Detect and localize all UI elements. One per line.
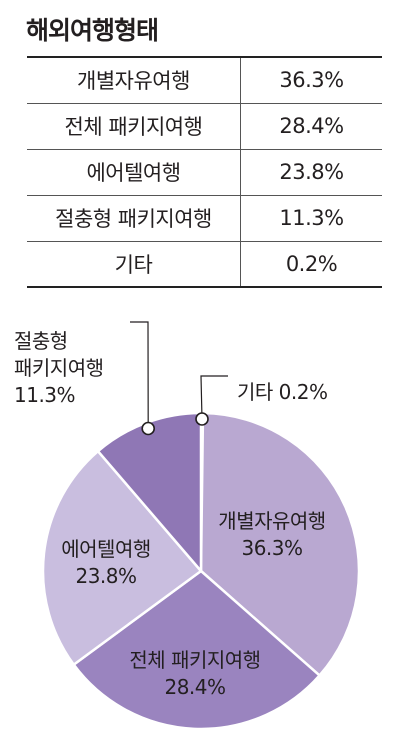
compromise-package-leader-line: [130, 321, 149, 429]
table-row: 기타 0.2%: [27, 240, 382, 288]
table-cell-value: 0.2%: [240, 240, 382, 288]
table-cell-value: 28.4%: [240, 102, 382, 149]
pie-slice: [199, 411, 361, 677]
compromise-package-leader-dot: [141, 421, 155, 436]
table-cell-category: 절충형 패키지여행: [27, 194, 241, 241]
other-leader-dot: [195, 412, 209, 426]
table-cell-value: 36.3%: [240, 56, 382, 103]
pie-label: 36.3%: [241, 536, 302, 560]
table-cell-value: 23.8%: [240, 148, 382, 195]
chart-title: 해외여행형태: [26, 16, 159, 45]
table-row: 전체 패키지여행 28.4%: [27, 102, 382, 149]
table-row: 절충형 패키지여행 11.3%: [27, 194, 382, 241]
pie-label: 전체 패키지여행: [129, 648, 260, 672]
pie-label: 11.3%: [14, 383, 75, 407]
table-cell-category: 전체 패키지여행: [27, 102, 241, 149]
table-row: 에어텔여행 23.8%: [27, 148, 382, 195]
pie-chart: 개별자유여행 36.3% 전체 패키지여행 28.4% 에어텔여행 23.8% 절충형패키지…: [14, 321, 361, 731]
table-cell-value: 11.3%: [240, 194, 382, 241]
other-leader-line: [200, 375, 228, 420]
data-table: 개별자유여행 36.3% 전체 패키지여행 28.4% 에어텔여행 23.8% 절충형 패키…: [27, 56, 382, 288]
table-row: 개별자유여행 36.3%: [27, 56, 382, 103]
pie-label: 에어텔여행: [61, 537, 151, 561]
pie-label: 기타 0.2%: [237, 380, 327, 404]
table-cell-category: 기타: [27, 240, 241, 288]
table-cell-category: 개별자유여행: [27, 56, 241, 103]
pie-label: 패키지여행: [14, 356, 104, 380]
pie-slice: [72, 569, 321, 731]
pie-label: 28.4%: [164, 675, 225, 699]
pie-label: 23.8%: [75, 564, 136, 588]
pie-label: 절충형: [14, 329, 68, 353]
table-cell-category: 에어텔여행: [27, 148, 241, 195]
pie-slice: [41, 449, 203, 666]
pie-label: 개별자유여행: [218, 509, 325, 533]
